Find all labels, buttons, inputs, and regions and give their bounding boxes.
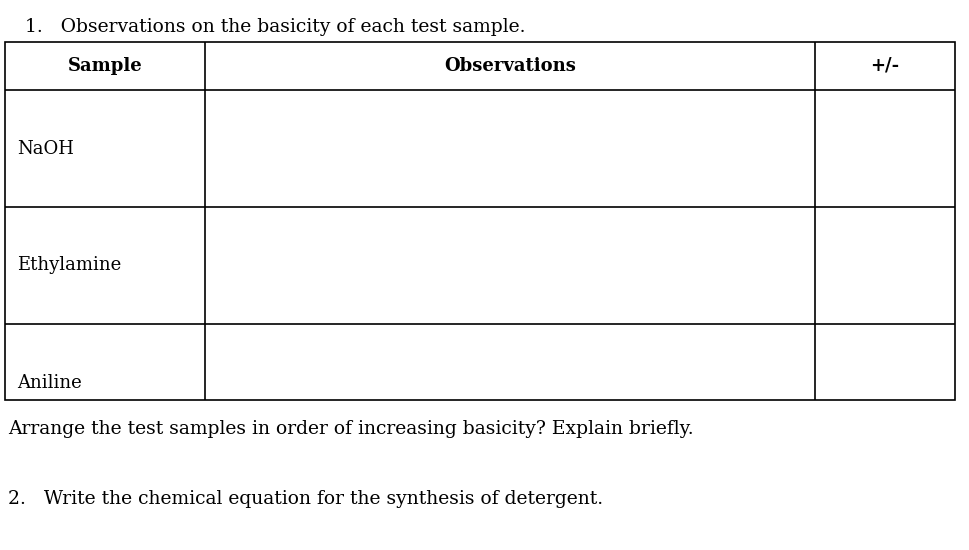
Text: Ethylamine: Ethylamine	[17, 256, 121, 274]
Text: NaOH: NaOH	[17, 140, 74, 157]
Text: +/-: +/-	[869, 57, 898, 75]
Bar	[5, 42, 954, 400]
Text: Aniline: Aniline	[17, 373, 81, 392]
Text: Arrange the test samples in order of increasing basicity? Explain briefly.: Arrange the test samples in order of inc…	[8, 420, 693, 438]
Text: 1.   Observations on the basicity of each test sample.: 1. Observations on the basicity of each …	[25, 18, 525, 36]
Text: 2.   Write the chemical equation for the synthesis of detergent.: 2. Write the chemical equation for the s…	[8, 490, 603, 508]
Text: Sample: Sample	[68, 57, 142, 75]
Text: Observations: Observations	[444, 57, 576, 75]
